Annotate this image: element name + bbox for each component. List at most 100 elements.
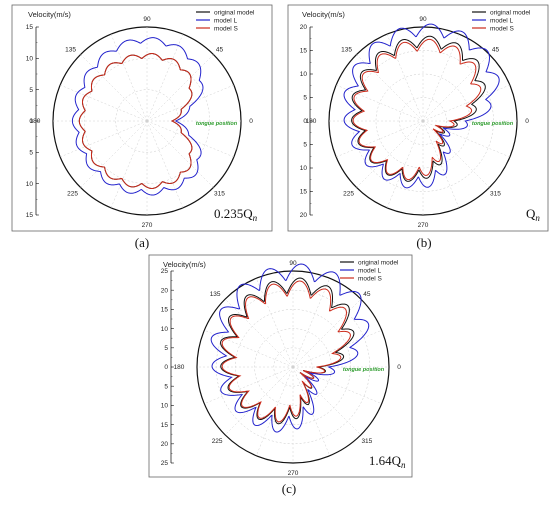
grid-circle	[352, 50, 494, 192]
legend-label: model L	[358, 267, 382, 274]
flow-rate-label: Qn	[526, 206, 540, 223]
tongue-annotation: tongue position	[343, 367, 385, 373]
angle-tick-label: 180	[30, 118, 41, 125]
radial-tick-label: 15	[300, 189, 308, 196]
angle-tick-label: 270	[288, 470, 299, 477]
panel-frame	[11, 4, 273, 232]
grid-spoke	[204, 330, 294, 368]
angle-tick-label: 315	[214, 190, 225, 197]
series-line-model-l	[343, 23, 500, 189]
angle-tick-label: 315	[361, 438, 372, 445]
series-line-model-l	[210, 263, 370, 433]
angle-tick-label: 0	[397, 364, 401, 371]
angle-tick-label: 90	[143, 16, 151, 23]
grid-circle	[84, 58, 210, 184]
radial-tick-label: 10	[26, 181, 34, 188]
radial-tick-label: 5	[29, 150, 33, 157]
radial-tick-label: 15	[161, 422, 169, 429]
radial-axis-title: Velocity(m/s)	[302, 10, 345, 19]
angle-tick-label: 270	[142, 222, 153, 229]
angle-tick-label: 45	[216, 47, 224, 54]
flow-rate-label: 0.235Qn	[214, 206, 258, 223]
series-line-model-s	[352, 38, 482, 181]
grid-spoke	[256, 278, 294, 368]
radial-tick-label: 10	[161, 403, 169, 410]
radial-tick-label: 20	[161, 287, 169, 294]
angle-tick-label: 180	[306, 118, 317, 125]
angle-tick-label: 0	[249, 118, 253, 125]
panel-frame	[287, 4, 549, 232]
angle-tick-label: 45	[492, 47, 500, 54]
radial-tick-label: 25	[161, 460, 169, 467]
angle-tick-label: 225	[67, 190, 78, 197]
grid-circle	[399, 97, 447, 145]
angle-tick-label: 180	[174, 364, 185, 371]
grid-spoke	[224, 366, 294, 436]
grid-spoke	[292, 366, 330, 456]
radial-axis-title: Velocity(m/s)	[28, 10, 71, 19]
series-line-model-s	[78, 53, 193, 189]
grid-circle	[115, 89, 179, 153]
legend-label: original model	[490, 9, 531, 16]
angle-tick-label: 135	[341, 47, 352, 54]
radial-tick-label: 0	[164, 364, 168, 371]
panel-caption: (a)	[135, 235, 149, 250]
radial-tick-label: 5	[303, 142, 307, 149]
legend-label: model S	[214, 25, 239, 32]
legend-label: original model	[358, 259, 399, 266]
legend-label: original model	[214, 9, 255, 16]
grid-spoke	[204, 366, 294, 404]
grid-spoke	[292, 330, 382, 368]
legend-label: model L	[214, 17, 238, 24]
polar-panel-2: 90 45 0 315 270 225 180 135 20 15 10 5 0 5 10 15 20 Veloc…	[287, 4, 549, 250]
angle-tick-label: 45	[363, 291, 371, 298]
radial-tick-label: 10	[300, 165, 308, 172]
legend-label: model S	[358, 275, 383, 282]
radial-tick-label: 20	[300, 24, 308, 31]
polar-panel-3: 904503152702251801352520151050510152025V…	[148, 254, 413, 496]
series-line-model-l	[71, 37, 204, 196]
radial-tick-label: 0	[29, 118, 33, 125]
radial-tick-label: 10	[300, 71, 308, 78]
radial-tick-label: 5	[164, 345, 168, 352]
radial-tick-label: 15	[26, 212, 34, 219]
radial-tick-label: 20	[161, 441, 169, 448]
radial-axis-title: Velocity(m/s)	[163, 260, 206, 269]
panel-caption: (c)	[282, 481, 296, 496]
radial-tick-label: 25	[161, 268, 169, 275]
grid-spoke	[224, 298, 294, 368]
radial-tick-label: 5	[303, 95, 307, 102]
radial-tick-label: 10	[26, 56, 34, 63]
grid-spoke	[292, 366, 362, 436]
grid-circle	[273, 347, 313, 387]
angle-tick-label: 90	[419, 16, 427, 23]
radial-tick-label: 15	[161, 307, 169, 314]
tongue-annotation: tongue position	[196, 121, 238, 127]
radial-tick-label: 15	[26, 24, 34, 31]
radial-tick-label: 5	[164, 383, 168, 390]
angle-tick-label: 225	[212, 438, 223, 445]
legend-label: model S	[490, 25, 515, 32]
grid-spoke	[292, 278, 330, 368]
angle-tick-label: 0	[525, 118, 529, 125]
angle-tick-label: 135	[210, 291, 221, 298]
angle-tick-label: 135	[65, 47, 76, 54]
radial-tick-label: 10	[161, 326, 169, 333]
polar-panel-1: 90 45 0 315 270 225 180 135 15 10 5 0 5 10 15 Velocity(…	[11, 4, 273, 250]
legend-label: model L	[490, 17, 514, 24]
panel-frame	[148, 254, 413, 478]
radial-tick-label: 0	[303, 118, 307, 125]
series-line-model-s	[221, 280, 351, 423]
radial-tick-label: 5	[29, 87, 33, 94]
radial-tick-label: 15	[300, 48, 308, 55]
flow-rate-label: 1.64Qn	[369, 453, 406, 470]
tongue-annotation: tongue position	[472, 121, 514, 127]
angle-tick-label: 225	[343, 190, 354, 197]
angle-tick-label: 90	[289, 260, 297, 267]
series-line-original-model	[351, 35, 486, 182]
grid-circle	[375, 73, 471, 169]
